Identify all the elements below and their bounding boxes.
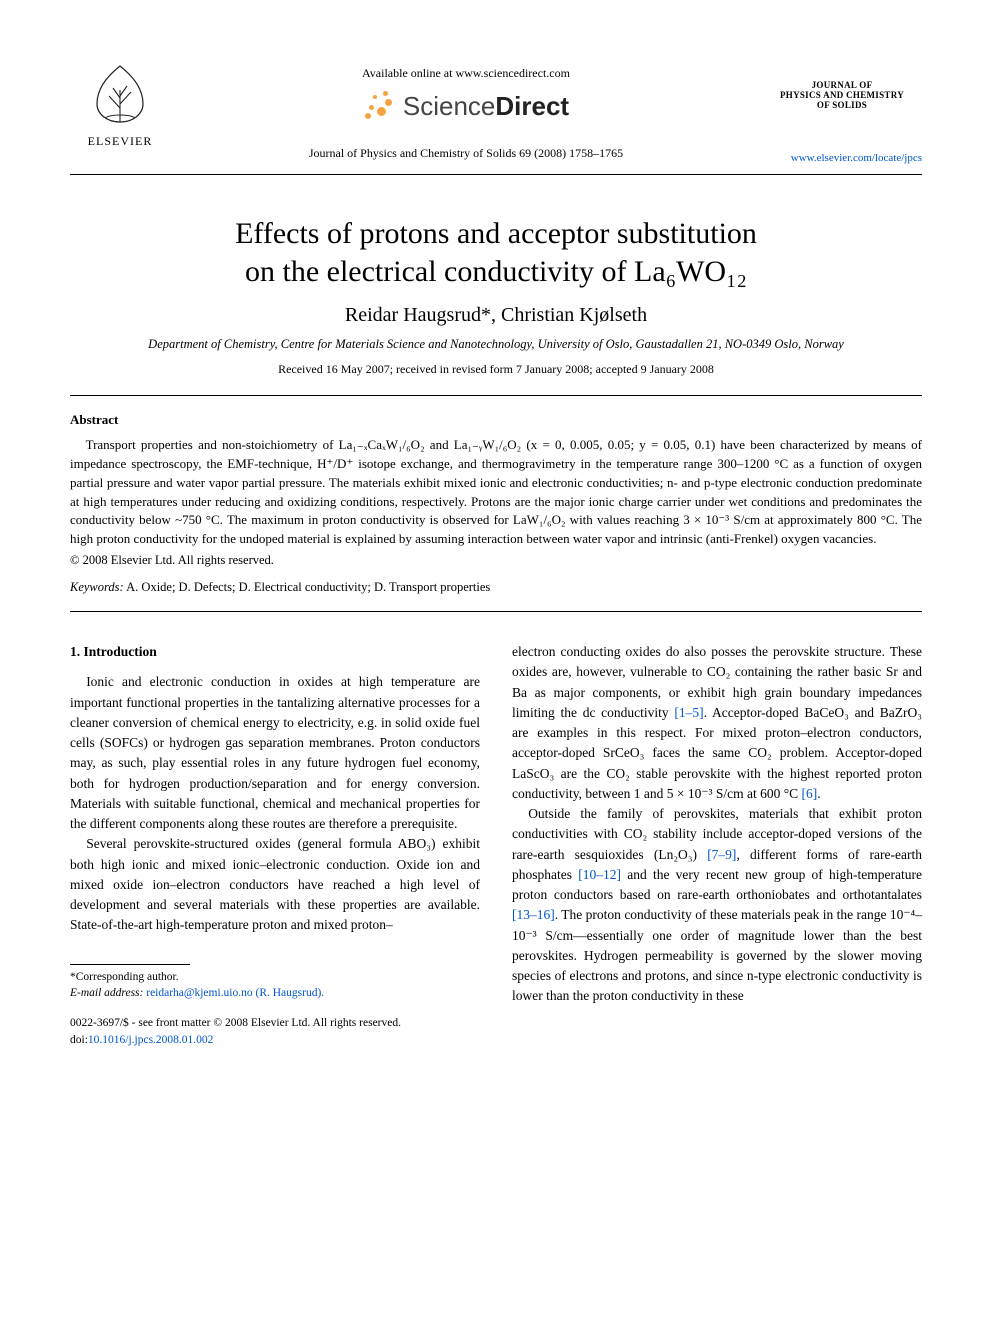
sciencedirect-logo: ScienceDirect <box>363 89 569 123</box>
col1-p2: Several perovskite-structured oxides (ge… <box>70 834 480 935</box>
journal-name-l2: PHYSICS AND CHEMISTRY <box>762 90 922 100</box>
col2-p1: electron conducting oxides do also posse… <box>512 642 922 804</box>
corresponding-author: *Corresponding author. <box>70 969 480 985</box>
footnote-separator <box>70 964 190 965</box>
right-header-block: JOURNAL OF PHYSICS AND CHEMISTRY OF SOLI… <box>762 60 922 164</box>
email-address[interactable]: reidarha@kjemi.uio.no (R. Haugsrud). <box>146 987 324 999</box>
abstract-body: Transport properties and non-stoichiomet… <box>70 436 922 549</box>
doi-line: doi:10.1016/j.jpcs.2008.01.002 <box>70 1032 480 1049</box>
abstract-copyright: © 2008 Elsevier Ltd. All rights reserved… <box>70 553 922 568</box>
sciencedirect-text: ScienceDirect <box>403 91 569 122</box>
title-line-2: on the electrical conductivity of La₆WO₁… <box>70 253 922 291</box>
title-line-1: Effects of protons and acceptor substitu… <box>70 215 922 253</box>
keywords-line: Keywords: A. Oxide; D. Defects; D. Elect… <box>70 580 922 595</box>
post-abstract-rule <box>70 611 922 612</box>
header-row: ELSEVIER Available online at www.science… <box>70 60 922 164</box>
ref-13-16[interactable]: [13–16] <box>512 907 555 922</box>
email-line: E-mail address: reidarha@kjemi.uio.no (R… <box>70 985 480 1001</box>
doi-value[interactable]: 10.1016/j.jpcs.2008.01.002 <box>88 1034 214 1046</box>
col2-p2-d: . The proton conductivity of these mater… <box>512 907 922 1003</box>
sd-brand-part2: Direct <box>495 91 569 121</box>
journal-name-l3: OF SOLIDS <box>762 100 922 110</box>
ref-7-9[interactable]: [7–9] <box>707 847 736 862</box>
journal-reference: Journal of Physics and Chemistry of Soli… <box>170 146 762 161</box>
col2-p1-c: . <box>817 786 820 801</box>
sd-brand-part1: Science <box>403 91 496 121</box>
section-1-heading: 1. Introduction <box>70 642 480 662</box>
authors-line: Reidar Haugsrud*, Christian Kjølseth <box>70 304 922 327</box>
right-column: electron conducting oxides do also posse… <box>512 642 922 1049</box>
center-header: Available online at www.sciencedirect.co… <box>170 60 762 161</box>
journal-name-l1: JOURNAL OF <box>762 80 922 90</box>
elsevier-logo: ELSEVIER <box>70 60 170 149</box>
abstract-p1: Transport properties and non-stoichiomet… <box>70 436 922 549</box>
footer-meta: 0022-3697/$ - see front matter © 2008 El… <box>70 1015 480 1050</box>
ref-6[interactable]: [6] <box>802 786 818 801</box>
journal-name-block: JOURNAL OF PHYSICS AND CHEMISTRY OF SOLI… <box>762 60 922 110</box>
front-matter-line: 0022-3697/$ - see front matter © 2008 El… <box>70 1015 480 1032</box>
email-label: E-mail address: <box>70 987 146 999</box>
keywords-values: A. Oxide; D. Defects; D. Electrical cond… <box>124 580 491 594</box>
page-container: ELSEVIER Available online at www.science… <box>0 0 992 1089</box>
journal-homepage-url[interactable]: www.elsevier.com/locate/jpcs <box>791 152 922 164</box>
doi-label: doi: <box>70 1034 88 1046</box>
abstract-heading: Abstract <box>70 412 922 428</box>
ref-1-5[interactable]: [1–5] <box>674 705 703 720</box>
header-rule <box>70 174 922 175</box>
article-title: Effects of protons and acceptor substitu… <box>70 215 922 290</box>
journal-homepage-link[interactable]: www.elsevier.com/locate/jpcs <box>762 152 922 164</box>
elsevier-tree-icon <box>85 60 155 130</box>
sciencedirect-dots-icon <box>363 89 397 123</box>
publisher-name: ELSEVIER <box>88 134 153 149</box>
footnotes-block: *Corresponding author. E-mail address: r… <box>70 969 480 1001</box>
col2-p2: Outside the family of perovskites, mater… <box>512 804 922 1007</box>
left-column: 1. Introduction Ionic and electronic con… <box>70 642 480 1049</box>
pre-abstract-rule <box>70 395 922 396</box>
ref-10-12[interactable]: [10–12] <box>578 867 621 882</box>
body-columns: 1. Introduction Ionic and electronic con… <box>70 642 922 1049</box>
affiliation: Department of Chemistry, Centre for Mate… <box>70 337 922 352</box>
available-online-text: Available online at www.sciencedirect.co… <box>170 66 762 81</box>
article-dates: Received 16 May 2007; received in revise… <box>70 362 922 377</box>
keywords-label: Keywords: <box>70 580 124 594</box>
col1-p1: Ionic and electronic conduction in oxide… <box>70 672 480 834</box>
